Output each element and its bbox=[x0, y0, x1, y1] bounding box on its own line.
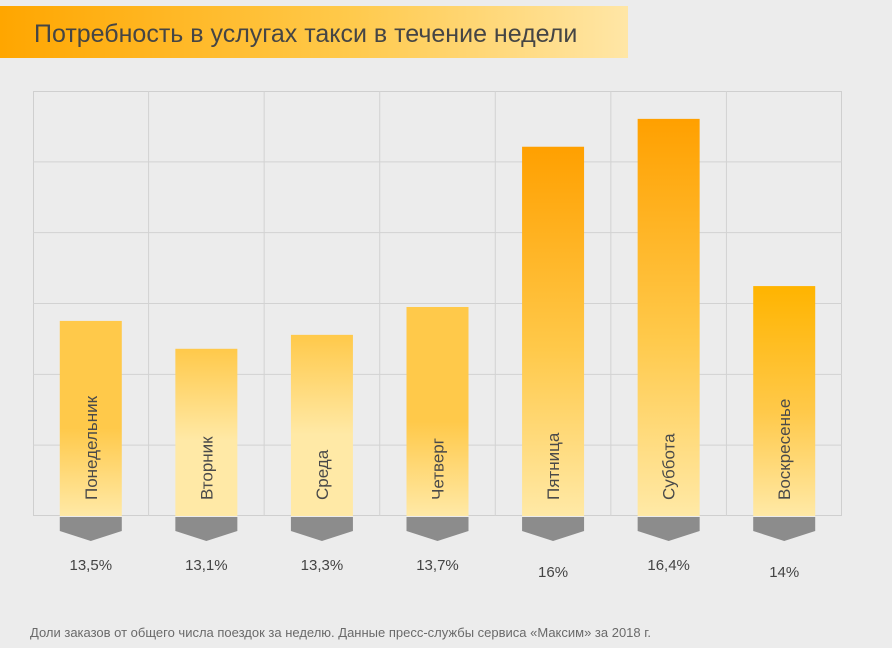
bar-value-label: 16% bbox=[538, 564, 568, 581]
bar-value-label: 13,1% bbox=[185, 557, 228, 574]
bar-pointer-marker bbox=[175, 517, 238, 541]
bar-3 bbox=[290, 334, 353, 516]
title-banner: Потребность в услугах такси в течение не… bbox=[0, 6, 628, 58]
bar-pointer-marker bbox=[406, 517, 469, 541]
chart-title: Потребность в услугах такси в течение не… bbox=[34, 20, 578, 48]
bar-value-label: 16,4% bbox=[647, 557, 690, 574]
bar-5 bbox=[522, 146, 585, 516]
bar-4 bbox=[406, 306, 469, 516]
footnote: Доли заказов от общего числа поездок за … bbox=[30, 625, 652, 640]
bar-category-label: Вторник bbox=[197, 436, 216, 500]
bar-category-label: Воскресенье bbox=[775, 399, 794, 500]
bar-2 bbox=[175, 348, 238, 516]
bar-category-label: Суббота bbox=[660, 433, 679, 500]
bar-pointer-marker bbox=[522, 517, 585, 541]
bar-value-label: 13,7% bbox=[416, 557, 459, 574]
bar-pointer-marker bbox=[290, 517, 353, 541]
bar-pointer-marker bbox=[753, 517, 816, 541]
bar-pointer-marker bbox=[59, 517, 122, 541]
bar-category-label: Четверг bbox=[429, 438, 448, 500]
bar-7 bbox=[753, 286, 816, 516]
bar-6 bbox=[637, 118, 700, 517]
bar-value-label: 14% bbox=[769, 564, 799, 581]
bar-category-label: Пятница bbox=[544, 432, 563, 500]
bar-value-label: 13,5% bbox=[70, 557, 113, 574]
bar-category-label: Среда bbox=[313, 449, 332, 500]
bar-pointer-marker bbox=[637, 517, 700, 541]
bar-category-label: Понедельник bbox=[82, 395, 101, 500]
bar-value-label: 13,3% bbox=[301, 557, 344, 574]
bar-1 bbox=[59, 320, 122, 516]
